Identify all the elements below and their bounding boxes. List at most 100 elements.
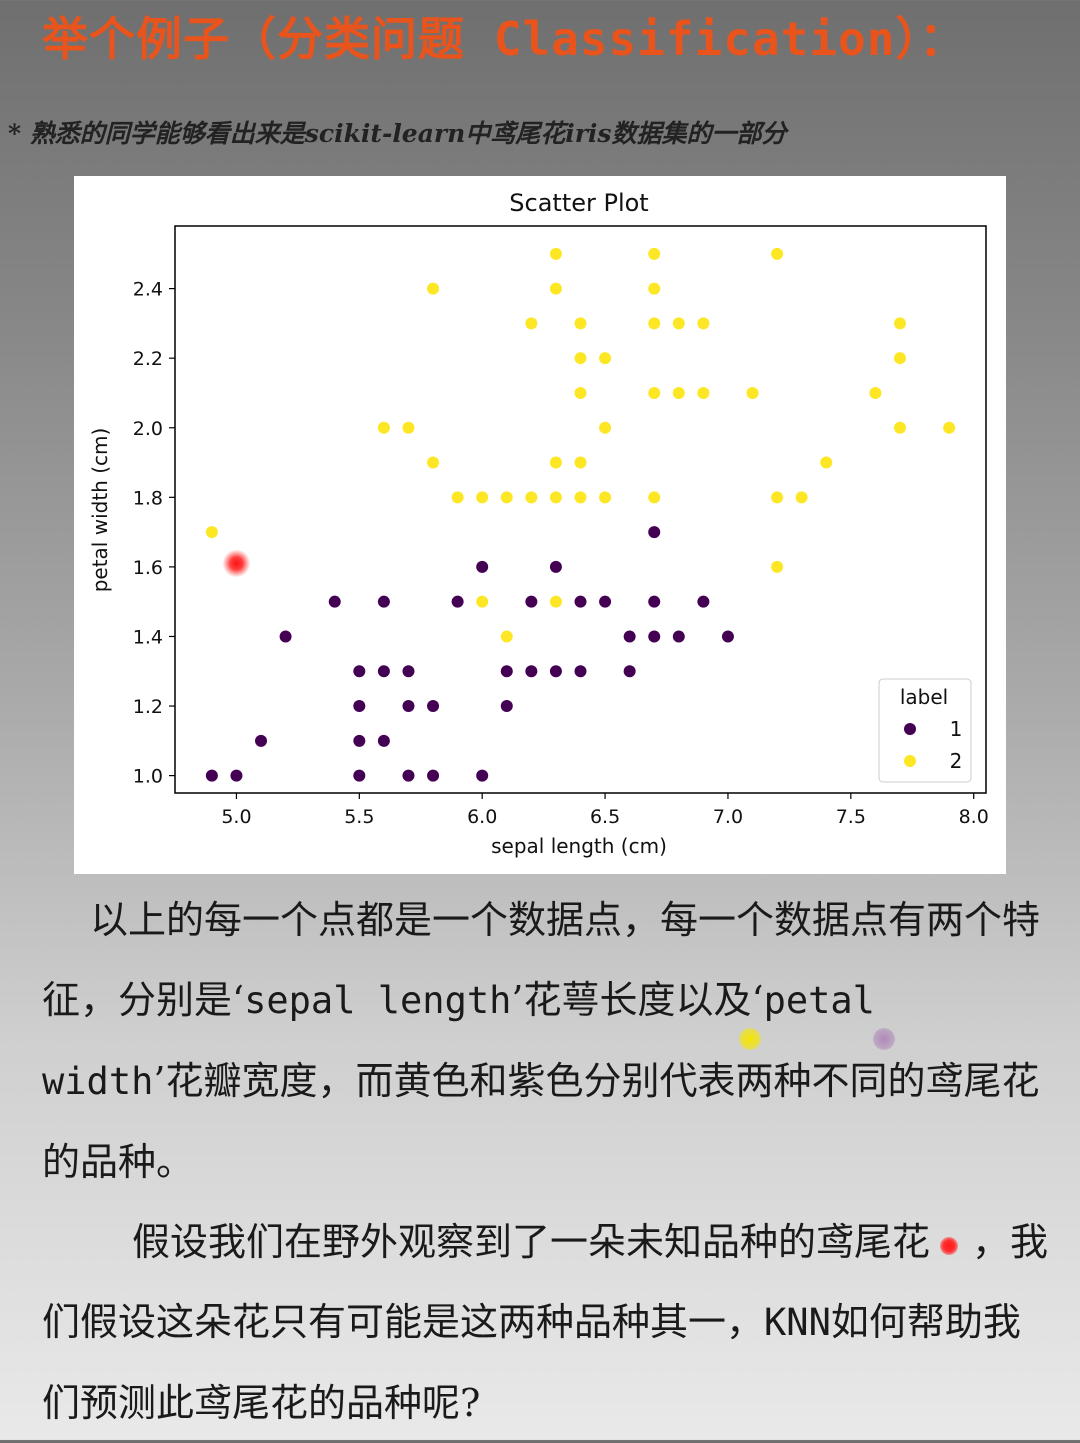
data-point-label-1 [377, 595, 390, 608]
legend-marker-2 [904, 755, 916, 767]
yellow-dot-icon [739, 1028, 761, 1050]
x-axis-label: sepal length (cm) [491, 834, 667, 858]
legend-label-1: 1 [950, 717, 963, 741]
data-point-label-2 [549, 456, 562, 469]
data-point-label-1 [721, 630, 734, 643]
data-point-label-2 [599, 352, 612, 365]
y-axis-label: petal width (cm) [88, 428, 112, 593]
data-point-label-2 [869, 386, 882, 399]
data-point-label-1 [402, 665, 415, 678]
data-point-label-1 [500, 700, 513, 713]
data-point-label-2 [402, 421, 415, 434]
data-point-label-2 [549, 491, 562, 504]
scatter-chart: Scatter Plot 5.0 5.5 6.0 6.5 7.0 7.5 8.0 1.0 1.2… [74, 176, 1006, 874]
data-point-label-1 [623, 665, 636, 678]
data-point-label-1 [230, 769, 243, 782]
paragraph-1: 以上的每一个点都是一个数据点，每一个数据点有两个特征，分别是‘sepal len… [42, 880, 1052, 1202]
purple-dot-icon [873, 1028, 895, 1050]
y-tick-label: 1.4 [133, 626, 163, 648]
data-point-label-2 [771, 491, 784, 504]
data-point-label-1 [525, 665, 538, 678]
data-point-label-2 [599, 491, 612, 504]
x-tick-label: 6.5 [590, 806, 620, 828]
data-point-label-2 [771, 247, 784, 260]
data-point-label-2 [574, 491, 587, 504]
data-point-label-2 [648, 247, 661, 260]
legend-marker-1 [904, 723, 916, 735]
para1-text-e: ’花瓣宽度，而黄色和紫色分别代表两种不同的鸢尾花的品种。 [42, 1059, 1040, 1184]
data-point-label-2 [893, 317, 906, 330]
unknown-point [222, 549, 251, 578]
y-tick-label: 2.0 [133, 418, 163, 440]
para1-text-a: 以上的每一个点都是一个数据点，每一个数据点有两个特征，分别是‘ [42, 898, 1041, 1022]
para1-term-petal: petal width [42, 979, 875, 1103]
data-point-label-1 [623, 630, 636, 643]
x-tick-label: 8.0 [959, 806, 989, 828]
data-point-label-1 [574, 665, 587, 678]
data-point-label-2 [648, 282, 661, 295]
para1-text-c: ’花萼长度以及‘ [511, 978, 764, 1022]
data-point-label-1 [648, 595, 661, 608]
paragraph-2: 假设我们在野外观察到了一朵未知品种的鸢尾花 ，我们假设这朵花只有可能是这两种品种其… [42, 1202, 1052, 1443]
y-tick-label: 1.8 [133, 487, 163, 509]
data-point-label-2 [672, 317, 685, 330]
data-point-label-1 [599, 595, 612, 608]
data-point-label-1 [525, 595, 538, 608]
data-point-label-2 [672, 386, 685, 399]
data-point-label-2 [746, 386, 759, 399]
data-point-label-2 [697, 386, 710, 399]
data-point-label-1 [328, 595, 341, 608]
data-point-label-1 [549, 560, 562, 573]
data-point-label-1 [353, 769, 366, 782]
data-point-label-2 [500, 491, 513, 504]
y-tick-label: 1.6 [133, 557, 163, 579]
data-point-label-1 [353, 665, 366, 678]
legend-title: label [900, 685, 948, 709]
para2-text-a: 假设我们在野外观察到了一朵未知品种的鸢尾花 [132, 1220, 931, 1264]
data-point-label-1 [353, 734, 366, 747]
data-point-label-1 [648, 526, 661, 539]
data-point-label-1 [648, 630, 661, 643]
data-point-label-2 [476, 595, 489, 608]
data-point-label-2 [377, 421, 390, 434]
y-tick-label: 1.0 [133, 766, 163, 788]
y-tick-label: 2.4 [133, 279, 163, 301]
data-point-label-2 [549, 282, 562, 295]
data-point-label-2 [574, 456, 587, 469]
data-point-label-1 [205, 769, 218, 782]
x-tick-label: 5.5 [344, 806, 374, 828]
data-point-label-1 [476, 769, 489, 782]
x-tick-label: 7.5 [836, 806, 866, 828]
data-point-label-1 [427, 769, 440, 782]
data-point-label-1 [402, 769, 415, 782]
data-point-label-1 [549, 665, 562, 678]
data-point-label-2 [648, 491, 661, 504]
data-point-label-1 [476, 560, 489, 573]
data-point-label-2 [549, 247, 562, 260]
legend-frame [878, 678, 972, 783]
legend: label 1 2 [878, 678, 972, 783]
data-point-label-2 [648, 386, 661, 399]
data-point-label-2 [476, 491, 489, 504]
axis-ticks: 5.0 5.5 6.0 6.5 7.0 7.5 8.0 1.0 1.2 1.4 1.6 1.8 2.0 2… [133, 279, 989, 828]
chart-title: Scatter Plot [509, 189, 648, 217]
data-point-label-1 [377, 665, 390, 678]
description-text: 以上的每一个点都是一个数据点，每一个数据点有两个特征，分别是‘sepal len… [42, 880, 1052, 1443]
data-point-label-2 [820, 456, 833, 469]
data-point-label-2 [525, 491, 538, 504]
data-point-label-2 [427, 456, 440, 469]
scatter-plot-svg: Scatter Plot 5.0 5.5 6.0 6.5 7.0 7.5 8.0 1.0 1.2… [88, 189, 989, 858]
data-point-label-2 [574, 386, 587, 399]
para2-text-d: 如何帮助我们预测此鸢尾花的品种呢? [42, 1300, 1021, 1425]
data-point-label-1 [672, 630, 685, 643]
data-point-label-2 [427, 282, 440, 295]
data-point-label-1 [402, 700, 415, 713]
unknown-flower-dot-icon [940, 1236, 959, 1255]
data-point-label-2 [795, 491, 808, 504]
data-point-label-2 [574, 352, 587, 365]
data-point-label-2 [451, 491, 464, 504]
data-point-label-2 [205, 526, 218, 539]
data-point-label-1 [377, 734, 390, 747]
data-point-label-1 [697, 595, 710, 608]
data-point-label-2 [771, 560, 784, 573]
